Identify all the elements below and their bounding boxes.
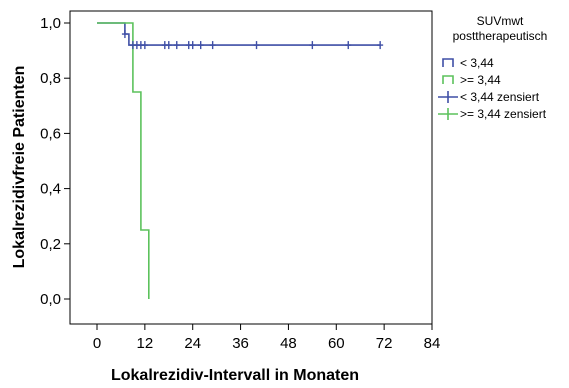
legend-label: >= 3,44 (460, 73, 501, 87)
censor-mark (197, 41, 204, 50)
y-axis: 0,0 0,2 0,4 0,6 0,8 1,0 (40, 15, 70, 308)
censor-mark (345, 41, 352, 50)
y-axis-title: Lokalrezidivfreie Patienten (11, 66, 28, 269)
x-tick-label: 72 (376, 335, 393, 352)
y-tick-label: 1,0 (40, 15, 61, 32)
x-tick-label: 12 (137, 335, 154, 352)
legend-label: < 3,44 (460, 56, 494, 70)
x-tick-label: 0 (93, 335, 101, 352)
legend-step-icon (442, 75, 454, 84)
plot-area (69, 10, 433, 325)
series-line-1 (97, 22, 150, 299)
legend-entry: >= 3,44 zensiert (438, 107, 547, 121)
x-axis: 0 12 24 36 48 60 72 84 (93, 324, 441, 352)
x-tick-label: 48 (280, 335, 297, 352)
legend-entry: < 3,44 zensiert (438, 90, 540, 104)
y-tick-label: 0,0 (40, 291, 61, 308)
censor-mark (141, 41, 148, 50)
legend-entries: < 3,44 >= 3,44 < 3,44 zensiert >= 3,44 zens… (438, 56, 547, 121)
censor-mark (165, 41, 172, 50)
x-tick-label: 84 (424, 335, 441, 352)
x-tick-label: 60 (328, 335, 345, 352)
censor-mark (377, 41, 384, 50)
censor-mark (173, 41, 180, 50)
legend-title-line2: posttherapeutisch (453, 29, 548, 43)
legend: SUVmwt posttherapeutisch < 3,44>= 3,44< … (438, 14, 547, 121)
legend-step-icon (442, 58, 454, 67)
y-tick-label: 0,2 (40, 236, 61, 253)
censor-mark (309, 41, 316, 50)
y-tick-label: 0,6 (40, 125, 61, 142)
censor-layer (121, 30, 384, 50)
y-tick-label: 0,4 (40, 181, 61, 198)
legend-entry: < 3,44 (442, 56, 494, 70)
legend-label: >= 3,44 zensiert (460, 107, 547, 121)
censor-mark (121, 30, 128, 39)
censor-mark (209, 41, 216, 50)
legend-label: < 3,44 zensiert (460, 90, 540, 104)
censor-mark (189, 41, 196, 50)
censor-mark (253, 41, 260, 50)
x-tick-label: 24 (184, 335, 201, 352)
legend-entry: >= 3,44 (442, 73, 501, 87)
x-tick-label: 36 (232, 335, 249, 352)
x-axis-title: Lokalrezidiv-Intervall in Monaten (111, 367, 359, 384)
y-tick-label: 0,8 (40, 70, 61, 87)
legend-title-line1: SUVmwt (477, 14, 524, 28)
